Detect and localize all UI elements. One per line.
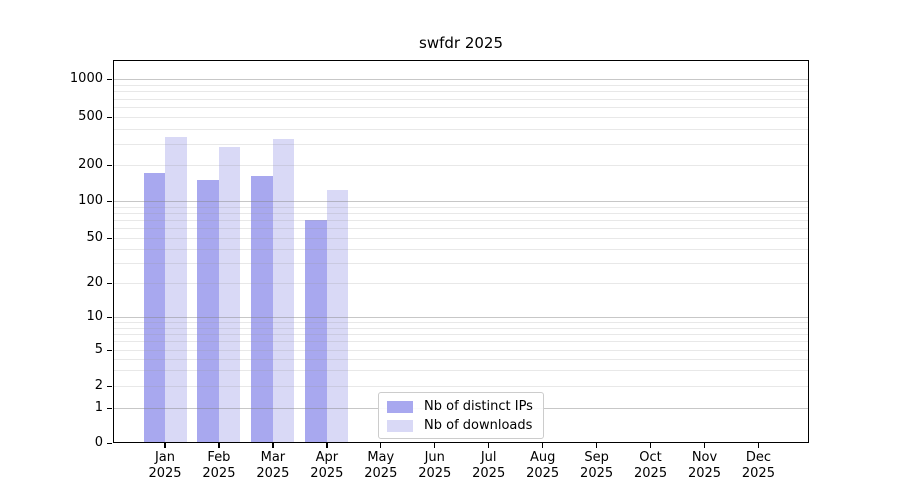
x-tick-apr [326,443,328,448]
gridline-minor-600 [113,107,809,108]
gridline-minor-8 [113,327,809,329]
gridline-minor-900 [113,84,809,86]
legend-swatch-downloads [387,420,413,432]
y-tick-label-200: 200 [78,157,103,172]
x-tick-jul [488,443,490,448]
y-tick-20 [107,282,112,284]
legend-label-downloads: Nb of downloads [424,418,533,433]
gridline-minor-40 [113,248,809,250]
y-tick-label-100: 100 [78,193,103,208]
x-tick-jan [164,443,166,448]
y-tick-100 [107,200,112,202]
gridline-minor-200 [113,165,809,166]
legend: Nb of distinct IPs Nb of downloads [378,392,544,439]
gridline-minor-300 [113,143,809,145]
y-tick-label-500: 500 [78,109,103,124]
bar-distinct-ips-mar [251,175,273,443]
gridline-minor-60 [113,228,809,230]
bar-distinct-ips-apr [305,220,327,443]
x-tick-may [380,443,382,448]
x-tick-label-nov: Nov 2025 [687,450,722,481]
x-tick-nov [703,443,706,448]
legend-swatch-distinct-ips [387,401,413,413]
x-tick-oct [649,443,652,448]
y-tick-2 [107,385,112,387]
y-tick-label-50: 50 [86,230,103,245]
gridline-minor-3 [113,370,809,372]
y-tick-1000 [107,78,112,80]
gridline-minor-5 [113,350,809,351]
y-tick-1 [107,407,112,409]
y-tick-label-1: 1 [94,400,103,415]
y-tick-5 [107,349,112,351]
bar-downloads-feb [218,147,241,443]
gridline-minor-9 [113,322,809,324]
gridline-minor-20 [113,283,809,284]
legend-item-distinct-ips: Nb of distinct IPs [387,398,535,416]
y-tick-label-2: 2 [94,378,103,393]
gridline-minor-400 [113,128,809,130]
y-tick-label-1000: 1000 [69,71,103,86]
gridline-minor-50 [113,238,809,239]
gridline-minor-800 [113,91,809,93]
x-tick-label-jan: Jan 2025 [148,450,182,481]
gridline-minor-80 [113,212,809,214]
y-tick-label-20: 20 [86,275,103,290]
x-tick-label-aug: Aug 2025 [526,450,560,481]
gridline-minor-500 [113,117,809,118]
gridline-major-10 [113,317,809,318]
x-tick-dec [757,443,760,448]
y-tick-500 [107,116,112,118]
y-tick-10 [107,316,112,318]
gridline-minor-30 [113,263,809,265]
x-tick-label-may: May 2025 [364,450,398,481]
y-tick-label-10: 10 [86,309,103,324]
gridline-minor-70 [113,220,809,222]
x-tick-sep [596,443,598,448]
bar-distinct-ips-feb [197,179,219,443]
x-tick-label-mar: Mar 2025 [256,450,290,481]
x-tick-label-jul: Jul 2025 [472,450,506,481]
gridline-minor-2 [113,386,809,387]
x-tick-label-jun: Jun 2025 [418,450,452,481]
y-tick-label-5: 5 [94,342,103,357]
x-tick-label-oct: Oct 2025 [634,450,668,481]
bar-distinct-ips-jan [143,173,165,443]
x-tick-jun [434,443,436,448]
gridline-major-1000 [113,79,809,80]
y-tick-label-0: 0 [94,435,103,450]
x-tick-label-sep: Sep 2025 [580,450,614,481]
gridline-minor-90 [113,206,809,208]
y-tick-50 [107,237,112,239]
gridline-major-100 [113,201,809,202]
bar-downloads-apr [326,190,349,443]
chart-title: swfdr 2025 [419,34,503,52]
gridline-minor-6 [113,341,809,343]
legend-item-downloads: Nb of downloads [387,417,535,435]
y-tick-0 [107,442,112,444]
x-tick-label-dec: Dec 2025 [741,450,775,481]
gridline-minor-7 [113,333,809,335]
x-tick-mar [272,443,274,448]
bar-downloads-mar [272,138,295,443]
x-tick-aug [542,443,544,448]
bar-downloads-jan [165,137,187,443]
gridline-minor-700 [113,98,809,100]
x-tick-label-apr: Apr 2025 [310,450,344,481]
gridline-minor-4 [113,358,809,360]
x-tick-feb [218,443,220,448]
x-tick-label-feb: Feb 2025 [202,450,236,481]
y-tick-200 [107,164,112,166]
legend-label-distinct-ips: Nb of distinct IPs [424,399,533,414]
